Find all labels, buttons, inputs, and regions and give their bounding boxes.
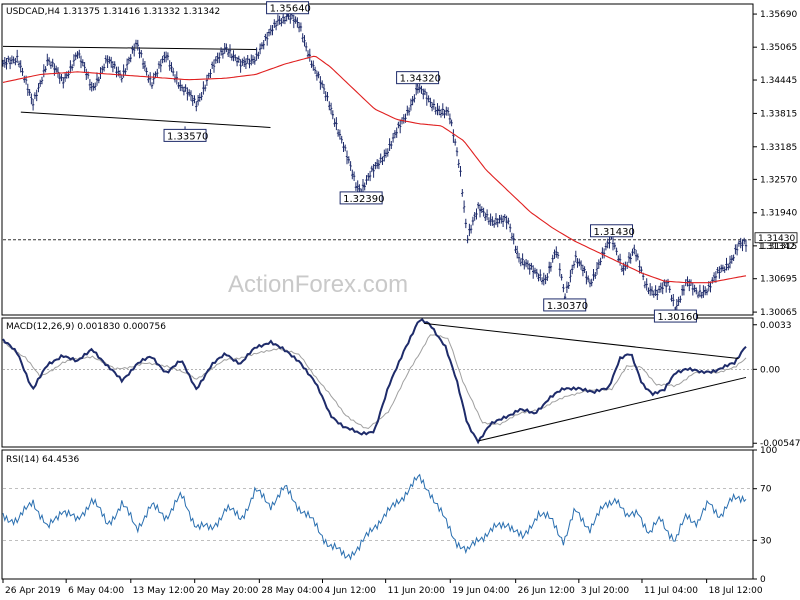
rsi-tick-label: 100 [760, 446, 777, 456]
price-callout-label: 1.35640 [270, 4, 311, 15]
price-tick-label: 1.35065 [760, 43, 797, 53]
watermark: ActionForex.com [228, 271, 408, 298]
rsi-tick-label: 70 [760, 485, 772, 495]
price-tick-label: 1.34445 [760, 76, 797, 86]
macd-tick-label: 0.00 [760, 365, 780, 375]
price-callout-box [396, 71, 440, 85]
moving-average-line [2, 55, 747, 284]
price-tick-label: 1.33185 [760, 143, 797, 153]
price-callout-label: 1.34320 [400, 74, 441, 85]
price-callout-box [339, 191, 383, 205]
price-callout-label: 1.33570 [167, 131, 208, 142]
x-tick-label: 28 May 04:00 [261, 586, 323, 596]
x-tick-label: 26 Apr 2019 [5, 586, 61, 596]
price-panel-title: USDCAD,H4 1.31375 1.31416 1.31332 1.3134… [6, 7, 220, 17]
price-tick-label: 1.33815 [760, 109, 797, 119]
price-tick-label: 1.35690 [760, 10, 797, 20]
rsi-panel-title: RSI(14) 64.4536 [6, 455, 79, 465]
macd-panel-title: MACD(12,26,9) 0.001830 0.000756 [6, 322, 166, 332]
macd-panel-frame [1, 317, 754, 448]
x-tick-label: 11 Jul 04:00 [644, 586, 698, 596]
x-tick-label: 3 Jul 20:00 [581, 586, 630, 596]
price-tick-label: 1.30695 [760, 275, 797, 285]
price-callout-label: 1.32390 [343, 194, 384, 205]
price-callout-label: 1.30370 [547, 301, 588, 312]
price-tick-label: 1.31940 [760, 209, 797, 219]
rsi-line [2, 473, 747, 561]
rsi-tick-label: 30 [760, 536, 772, 546]
x-tick-label: 20 May 20:00 [197, 586, 259, 596]
rsi-panel: RSI(14) 64.4536 [1, 449, 754, 580]
macd-line [2, 318, 747, 445]
rsi-panel-frame [1, 449, 754, 580]
macd-signal-line [2, 334, 747, 430]
x-tick-label: 19 Jun 04:00 [452, 586, 509, 596]
x-tick-label: 6 May 04:00 [68, 586, 124, 596]
price-trendline [2, 45, 258, 51]
price-tick-label: 1.30065 [760, 308, 797, 318]
current-price-box [754, 232, 798, 244]
x-tick-label: 13 May 12:00 [133, 586, 195, 596]
price-callout-box [163, 128, 207, 142]
price-ohlc-bars [1, 10, 748, 314]
macd-panel: MACD(12,26,9) 0.001830 0.000756 [1, 317, 754, 448]
x-tick-label: 26 Jun 12:00 [518, 586, 575, 596]
current-price-label: 1.31430 [758, 234, 795, 244]
x-tick-label: 11 Jun 20:00 [388, 586, 445, 596]
price-callout-box [266, 1, 310, 15]
last-close-label: 1.31342 [758, 242, 795, 252]
price-callout-box [590, 224, 634, 238]
price-callout-box [653, 309, 697, 323]
macd-tick-label: 0.0033 [760, 321, 792, 331]
macd-tick-label: -0.005472 [760, 439, 800, 449]
price-trendline [20, 111, 271, 128]
x-tick-label: 18 Jul 12:00 [709, 586, 763, 596]
price-callout-box [543, 298, 587, 312]
rsi-tick-label: 0 [760, 575, 766, 585]
macd-trendline [478, 376, 747, 442]
price-tick-label: 1.32570 [760, 175, 797, 185]
macd-trendline [424, 322, 739, 360]
x-tick-label: 4 Jun 12:00 [324, 586, 376, 596]
price-callout-label: 1.31430 [594, 227, 635, 238]
price-tick-label: 1.31315 [760, 242, 797, 252]
price-callout-label: 1.30160 [657, 312, 698, 323]
